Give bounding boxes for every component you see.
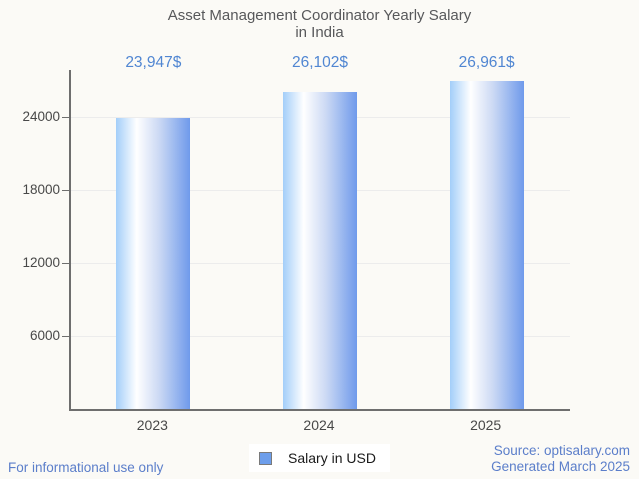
x-axis-line [69, 409, 570, 411]
x-axis-category-label: 2023 [136, 417, 168, 433]
y-axis-tick-label: 18000 [22, 182, 60, 198]
bar-value-label: 23,947$ [125, 54, 182, 71]
chart-title-line2: in India [295, 24, 344, 41]
footer-generated: Generated March 2025 [491, 459, 630, 474]
bar-value-label: 26,102$ [291, 54, 349, 71]
legend-marker-square [259, 451, 273, 465]
y-axis-tick [62, 117, 70, 119]
footer-disclaimer: For informational use only [8, 460, 164, 475]
footer-source-block: Source: optisalary.com Generated March 2… [491, 443, 630, 475]
x-axis-category-label: 2024 [303, 417, 335, 433]
footer-source: Source: optisalary.com [493, 443, 630, 458]
chart-title: Asset Management Coordinator Yearly Sala… [0, 7, 639, 41]
x-axis-category-label: 2025 [470, 417, 502, 433]
y-axis-tick-label: 12000 [22, 255, 60, 271]
y-axis-tick [62, 263, 70, 265]
y-axis-tick [62, 336, 70, 338]
y-axis-tick [62, 190, 70, 192]
bar-2024 [283, 91, 357, 409]
legend-label: Salary in USD [288, 450, 376, 466]
y-axis-tick-label: 24000 [22, 109, 60, 125]
legend-box: Salary in USD [249, 444, 390, 472]
y-axis-line [69, 70, 71, 409]
chart-title-line1: Asset Management Coordinator Yearly Sala… [167, 7, 472, 24]
bar-value-label: 26,961$ [458, 54, 515, 71]
y-axis-tick-label: 6000 [29, 328, 60, 344]
bar-2023 [116, 118, 191, 409]
bar-2025 [449, 81, 524, 409]
legend: Salary in USD [0, 444, 639, 472]
